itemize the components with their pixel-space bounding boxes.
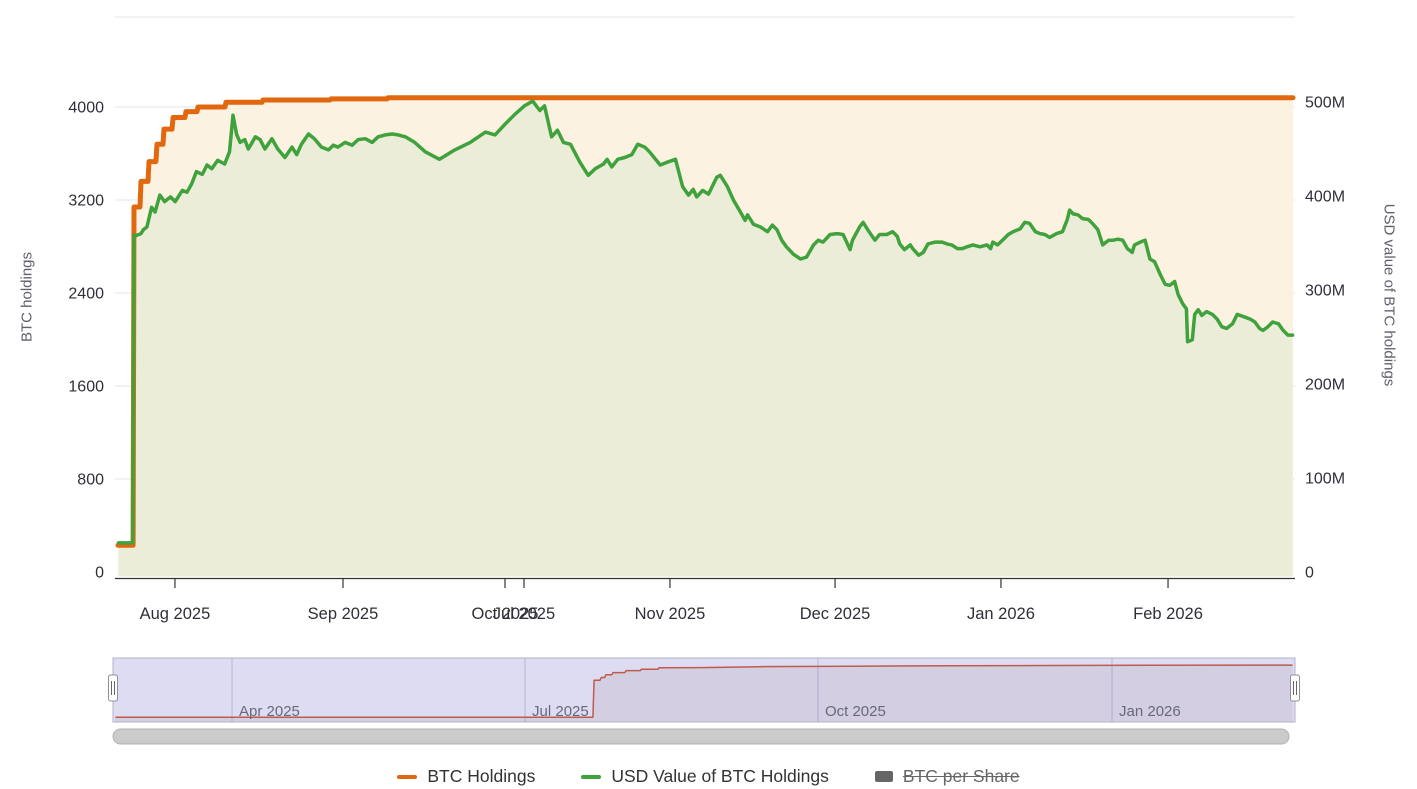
navigator-handle-right[interactable] bbox=[1290, 674, 1300, 702]
btc-holdings-series bbox=[115, 95, 1296, 548]
left-axis-tick-label: 0 bbox=[95, 565, 104, 582]
usd-value-area bbox=[118, 101, 1293, 577]
x-axis-label: Feb 2026 bbox=[1133, 605, 1203, 623]
navigator-axis-label: Apr 2025 bbox=[239, 703, 300, 720]
legend: BTC Holdings USD Value of BTC Holdings BTC… bbox=[0, 766, 1417, 787]
x-axis-label: Aug 2025 bbox=[140, 605, 211, 623]
navigator-mask[interactable] bbox=[113, 658, 1295, 722]
legend-line-marker-icon bbox=[397, 774, 418, 779]
navigator-axis-label: Jan 2026 bbox=[1119, 703, 1181, 720]
navigator-series-line bbox=[115, 664, 1293, 719]
left-axis-tick-label: 3200 bbox=[68, 193, 104, 210]
right-axis-title: USD value of BTC holdings bbox=[1380, 203, 1398, 387]
left-axis-tick-label: 1600 bbox=[68, 379, 104, 396]
legend-column-marker-icon bbox=[874, 771, 893, 782]
scrollbar-thumb[interactable] bbox=[112, 728, 1290, 745]
legend-item-btc-per-share[interactable]: BTC per Share bbox=[874, 766, 1020, 787]
legend-line-marker-icon bbox=[581, 774, 602, 779]
legend-item-btc-holdings[interactable]: BTC Holdings bbox=[397, 766, 535, 787]
legend-item-usd-value-of-btc-holdings[interactable]: USD Value of BTC Holdings bbox=[581, 766, 829, 787]
usd-value-series bbox=[116, 99, 1295, 545]
left-axis-tick-label: 800 bbox=[77, 472, 104, 489]
right-axis-tick-label: 100M bbox=[1305, 471, 1345, 488]
left-axis-tick-label: 2400 bbox=[68, 286, 104, 303]
legend-item-label: USD Value of BTC Holdings bbox=[611, 766, 829, 786]
right-axis-tick-label: 0 bbox=[1305, 565, 1314, 582]
x-axis-label: Sep 2025 bbox=[308, 605, 379, 623]
navigator-axis-label: Jul 2025 bbox=[532, 703, 589, 720]
x-axis-label: Oct 2025 bbox=[472, 605, 539, 623]
x-axis-label: Jan 2026 bbox=[967, 605, 1035, 623]
navigator-axis-label: Oct 2025 bbox=[825, 703, 886, 720]
legend-item-label: BTC Holdings bbox=[427, 766, 536, 786]
navigator-series-area bbox=[115, 665, 1293, 722]
legend-item-label: BTC per Share bbox=[902, 766, 1020, 786]
right-axis-tick-label: 500M bbox=[1305, 95, 1345, 112]
navigator-handle-left[interactable] bbox=[108, 674, 118, 702]
right-axis-tick-label: 200M bbox=[1305, 377, 1345, 394]
x-axis-label: Dec 2025 bbox=[800, 605, 871, 623]
x-axis-label: Jul 2025 bbox=[493, 605, 555, 623]
right-axis-tick-label: 400M bbox=[1305, 189, 1345, 206]
right-axis-tick-label: 300M bbox=[1305, 283, 1345, 300]
x-axis-label: Nov 2025 bbox=[635, 605, 706, 623]
left-axis-tick-label: 4000 bbox=[68, 100, 104, 117]
left-axis-title: BTC holdings bbox=[18, 251, 36, 343]
